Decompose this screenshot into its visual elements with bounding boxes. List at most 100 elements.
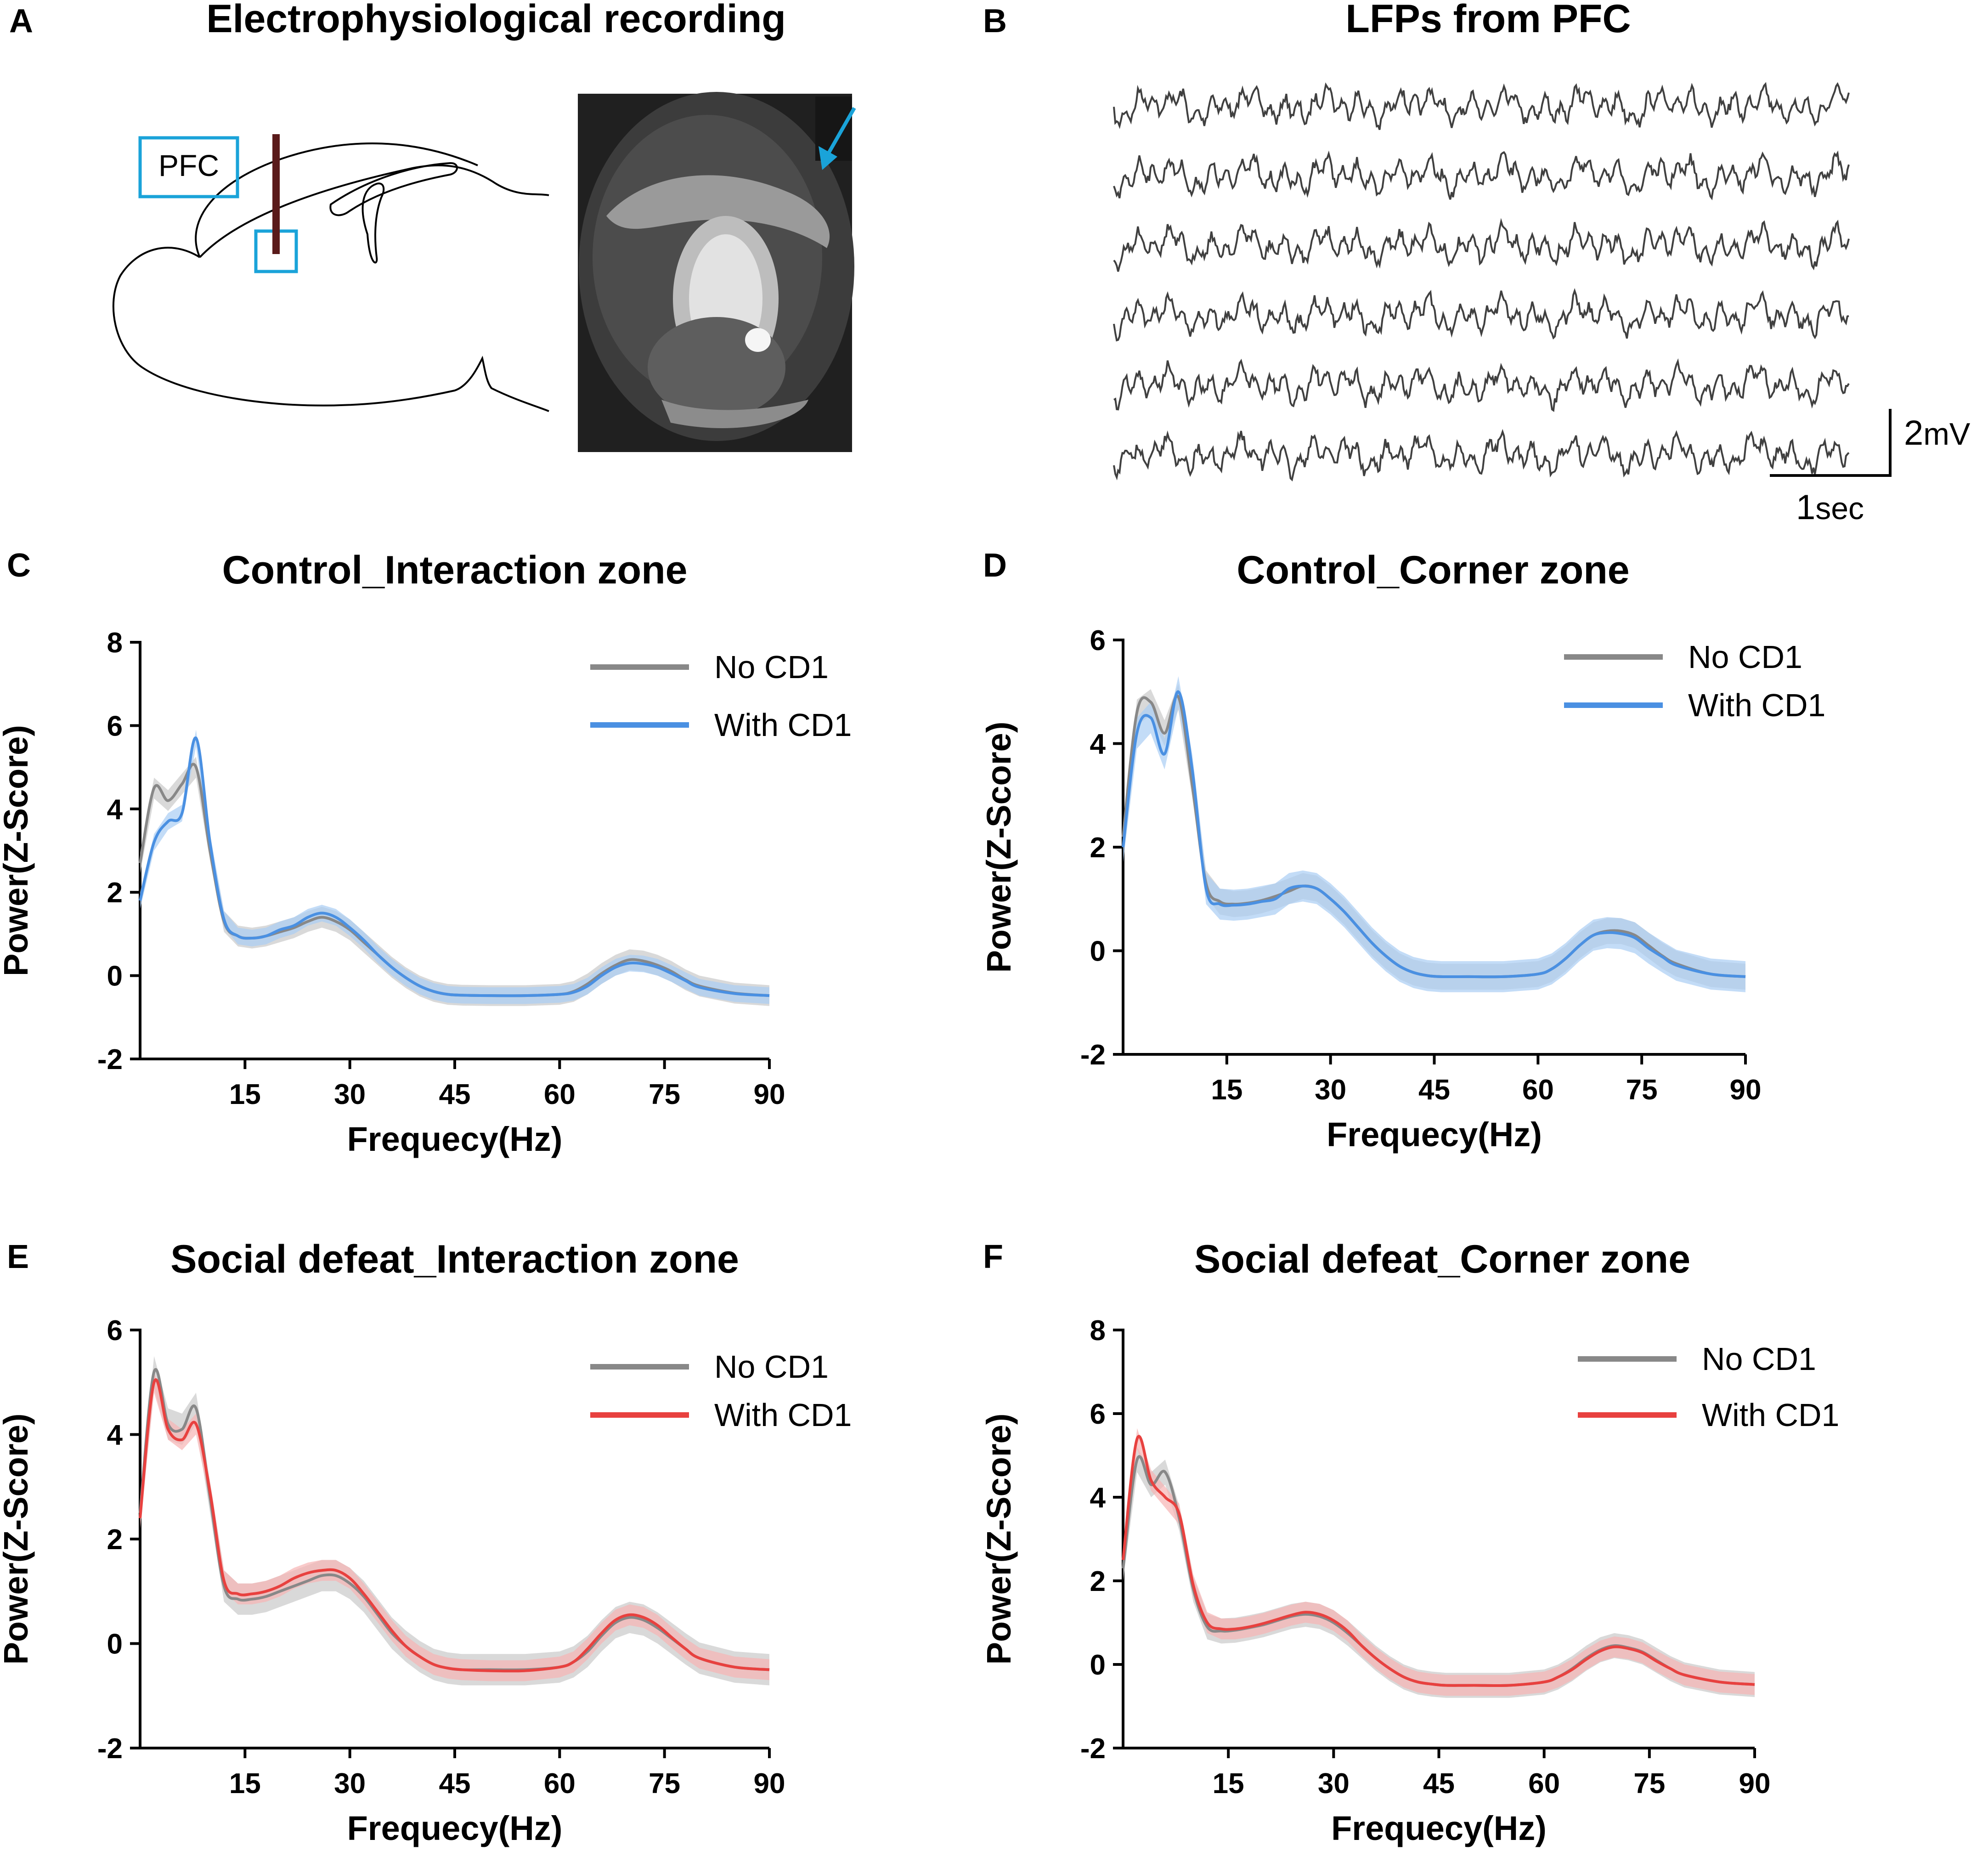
y-tick-label: 0 <box>1090 936 1106 968</box>
x-tick-label: 90 <box>754 1768 785 1800</box>
legend-label-2: With CD1 <box>1702 1397 1839 1433</box>
y-tick-label: 2 <box>1090 832 1106 864</box>
y-tick-label: 8 <box>107 627 123 659</box>
y-tick-label: -2 <box>1080 1733 1106 1765</box>
chart-title: Control_Corner zone <box>1237 548 1629 592</box>
x-tick-label: 60 <box>544 1768 576 1800</box>
lfp-traces <box>1113 82 1850 482</box>
panel-letter-e: E <box>7 1239 29 1275</box>
y-axis-label: Power(Z-Score) <box>980 722 1018 973</box>
y-axis-label: Power(Z-Score) <box>0 1414 35 1665</box>
x-tick-label: 45 <box>439 1079 471 1110</box>
legend-label-1: No CD1 <box>714 1349 829 1385</box>
y-axis-label: Power(Z-Score) <box>0 725 35 976</box>
y-tick-label: 4 <box>107 1420 123 1451</box>
x-tick-label: 90 <box>1739 1768 1771 1800</box>
x-tick-label: 30 <box>334 1079 366 1110</box>
y-tick-label: 4 <box>1090 729 1106 760</box>
pfc-label: PFC <box>158 148 219 182</box>
lfp-trace-1 <box>1113 82 1850 130</box>
x-axis-label: Frequecy(Hz) <box>347 1809 563 1847</box>
panel-letter-c: C <box>7 547 31 584</box>
pfc-label-box <box>138 136 239 198</box>
y-tick-label: -2 <box>97 1044 123 1075</box>
series-line-no-cd1 <box>139 763 770 997</box>
x-tick-label: 75 <box>649 1768 680 1800</box>
x-axis-label: Frequecy(Hz) <box>347 1120 563 1158</box>
series-band-2 <box>1123 1428 1755 1696</box>
y-axis-label: Power(Z-Score) <box>980 1414 1018 1665</box>
panel-a-title: Electrophysiological recording <box>206 0 786 41</box>
lfp-trace-3 <box>1113 218 1850 272</box>
series-line-no-cd1 <box>1122 694 1746 979</box>
x-tick-label: 60 <box>544 1079 576 1110</box>
lfp-trace-4 <box>1113 288 1849 342</box>
x-tick-label: 15 <box>229 1768 261 1800</box>
y-tick-label: 0 <box>107 961 123 992</box>
y-tick-label: 4 <box>107 794 123 826</box>
y-tick-label: 0 <box>1090 1649 1106 1681</box>
lfp-trace-2 <box>1113 150 1850 201</box>
x-tick-label: 15 <box>1211 1074 1242 1106</box>
series-line-with-cd1 <box>139 736 770 997</box>
series-line-with-cd1 <box>1122 690 1746 979</box>
legend-label-1: No CD1 <box>714 649 829 685</box>
x-tick-label: 75 <box>649 1079 680 1110</box>
chart-title: Control_Interaction zone <box>222 548 688 592</box>
x-tick-label: 45 <box>1418 1074 1450 1106</box>
lfp-trace-6 <box>1113 429 1850 482</box>
x-tick-label: 90 <box>1730 1074 1762 1106</box>
x-tick-label: 30 <box>1318 1768 1350 1800</box>
legend-label-2: With CD1 <box>1688 687 1825 723</box>
panel-a: A Electrophysiological recording PFC <box>9 0 856 452</box>
x-tick-label: 15 <box>1213 1768 1244 1800</box>
x-tick-label: 15 <box>229 1079 261 1110</box>
y-tick-label: 6 <box>107 710 123 742</box>
panel-letter-a: A <box>9 3 33 40</box>
y-tick-label: 6 <box>107 1315 123 1347</box>
x-axis-label: Frequecy(Hz) <box>1331 1809 1547 1847</box>
x-tick-label: 45 <box>439 1768 471 1800</box>
scale-bar-voltage: 2mV <box>1904 413 1971 453</box>
panel-letter-d: D <box>983 547 1007 584</box>
panel-b: B LFPs from PFC 2mV 1sec <box>983 0 1971 527</box>
panel-e: E Social defeat_Interaction zone -2 0 2 4 6 15 3… <box>0 1237 852 1847</box>
x-tick-label: 75 <box>1626 1074 1658 1106</box>
legend-label-2: With CD1 <box>714 707 852 743</box>
x-tick-label: 30 <box>334 1768 366 1800</box>
lfp-trace-5 <box>1113 358 1850 412</box>
x-tick-label: 60 <box>1528 1768 1560 1800</box>
series-band-2 <box>1123 676 1745 992</box>
y-tick-label: 6 <box>1090 1398 1106 1430</box>
panel-f: F Social defeat_Corner zone -2 0 2 4 6 8 15 30 45 6… <box>980 1237 1839 1847</box>
series-line-with-cd1 <box>1122 1435 1755 1687</box>
x-axis-label: Frequecy(Hz) <box>1327 1115 1542 1154</box>
series-line-with-cd1 <box>139 1378 770 1673</box>
x-tick-label: 60 <box>1522 1074 1554 1106</box>
y-tick-label: -2 <box>1080 1039 1106 1071</box>
panel-c: C Control_Interaction zone -2 0 2 4 6 8 15 30 45 60… <box>0 547 852 1158</box>
y-tick-label: 0 <box>107 1629 123 1660</box>
series-band-2 <box>140 1372 769 1681</box>
panel-letter-f: F <box>983 1239 1003 1275</box>
panel-d: D Control_Corner zone -2 0 2 4 6 15 30 45 60 75 90 Fr… <box>980 547 1825 1154</box>
injection-arrow-icon <box>819 107 856 170</box>
panel-b-title: LFPs from PFC <box>1345 0 1631 41</box>
chart-title: Social defeat_Interaction zone <box>170 1237 739 1281</box>
legend-label-1: No CD1 <box>1702 1341 1816 1377</box>
y-tick-label: 8 <box>1090 1315 1106 1347</box>
y-tick-label: 2 <box>1090 1566 1106 1597</box>
x-tick-label: 75 <box>1633 1768 1665 1800</box>
legend-label-2: With CD1 <box>714 1397 852 1433</box>
y-tick-label: 6 <box>1090 625 1106 657</box>
panel-letter-b: B <box>983 3 1007 40</box>
x-tick-label: 45 <box>1423 1768 1455 1800</box>
chart-title: Social defeat_Corner zone <box>1194 1237 1690 1281</box>
brain-sagittal-outline <box>112 142 549 412</box>
scale-bar <box>1770 409 1892 477</box>
brain-section-image <box>578 92 854 452</box>
y-tick-label: 2 <box>107 877 123 909</box>
x-tick-label: 30 <box>1315 1074 1346 1106</box>
y-tick-label: 4 <box>1090 1482 1106 1514</box>
